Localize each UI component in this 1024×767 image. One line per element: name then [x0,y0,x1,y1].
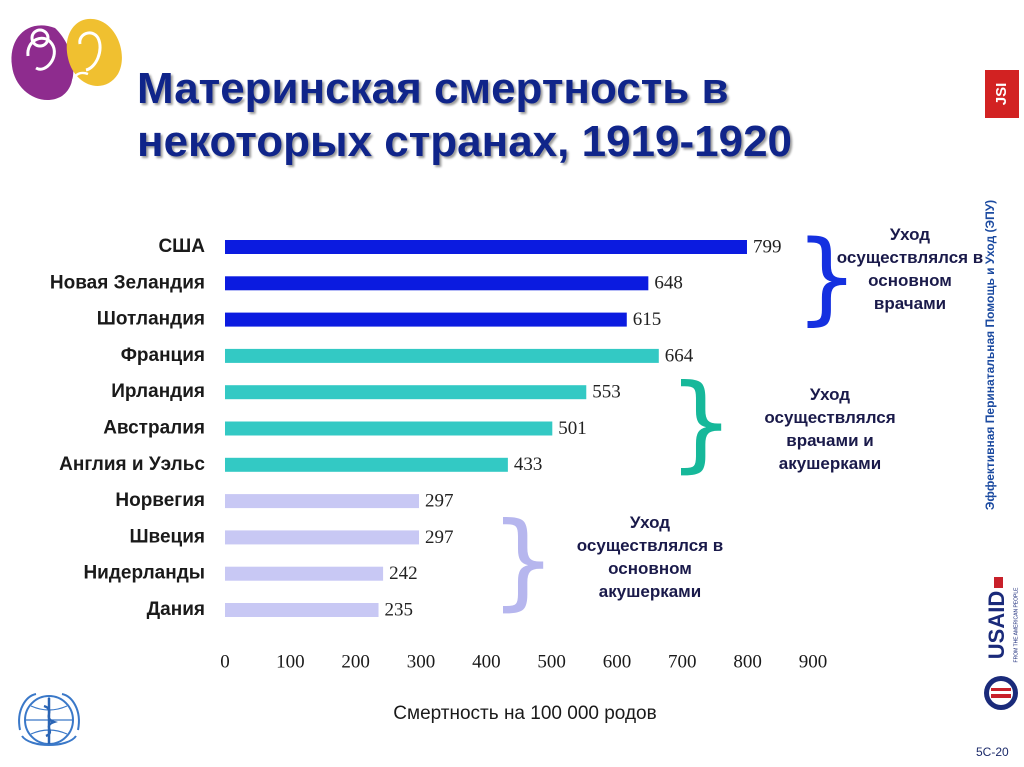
group-note-physicians: Уход осуществлялся в основном врачами [820,224,1000,316]
bar [225,240,747,254]
note-line: осуществлялся в [576,535,724,555]
value-label: 297 [425,527,454,548]
value-label: 297 [425,490,454,511]
value-label: 664 [665,345,694,366]
usaid-tagline: FROM THE AMERICAN PEOPLE [1013,587,1019,663]
category-label: Австралия [103,418,205,439]
title-line-1: Материнская смертность в [137,64,729,113]
bar [225,276,649,291]
bar [225,530,420,545]
category-label: Новая Зеландия [50,272,205,293]
brace-icon: } [795,218,859,335]
slide-number: 5C-20 [976,745,1009,759]
value-label: 242 [389,563,418,584]
bar [225,603,379,617]
page-title: Материнская смертность в некоторых стран… [137,63,792,169]
bar [225,494,420,509]
x-tick-label: 600 [603,651,632,672]
value-label: 235 [385,599,414,620]
program-vertical-text: Эффективная Перинатальная Помощь и Уход … [983,199,997,511]
category-label: Швеция [129,526,205,547]
value-label: 433 [514,454,543,475]
x-axis-label: Смертность на 100 000 родов [393,703,657,724]
group-braces: }}} [490,218,859,621]
x-tick-label: 500 [537,651,566,672]
who-emblem-icon [18,693,80,746]
bar [225,385,587,400]
value-label: 615 [633,309,662,330]
usaid-logo-text: USAID [984,591,1009,659]
brace-icon: } [668,361,734,483]
x-tick-label: 700 [668,651,697,672]
value-label: 553 [592,382,621,403]
usaid-logo-icon: USAID FROM THE AMERICAN PEOPLE [984,577,1019,710]
bar [225,348,659,363]
x-tick-label: 100 [276,651,305,672]
bar [225,566,384,581]
x-tick-label: 200 [341,651,370,672]
x-tick-label: 400 [472,651,501,672]
mother-child-logo-icon [11,18,122,101]
category-label: Дания [147,599,205,620]
value-label: 501 [558,418,587,439]
category-label: Нидерланды [83,563,205,584]
category-label: Ирландия [111,381,205,402]
note-line: основном [868,270,952,290]
note-line: Уход [809,385,851,404]
value-label: 648 [654,273,683,294]
category-label: Франция [121,345,205,366]
bars [225,240,747,617]
note-line: основном [608,558,692,578]
bar [225,457,508,472]
category-label: Шотландия [97,309,205,330]
bar [225,312,627,327]
x-tick-label: 0 [220,651,230,672]
x-tick-label: 800 [733,651,762,672]
value-label: 799 [753,236,782,257]
bar [225,421,553,436]
jsi-logo-text: JSI [993,83,1010,106]
note-line: акушерками [778,453,882,473]
note-line: акушерками [598,581,702,601]
note-line: врачами и [786,430,874,450]
group-note-midwives: Уход осуществлялся в основном акушерками [560,512,740,604]
group-note-physicians-midwives: Уход осуществлялся врачами и акушерками [740,384,920,476]
category-label: США [158,236,205,257]
note-line: врачами [873,293,947,313]
note-line: осуществлялся в [836,247,984,267]
category-label: Англия и Уэльс [59,454,205,475]
title-line-2: некоторых странах, 1919-1920 [137,116,793,166]
x-axis-ticks: 0 100 200 300 400 500 600 700 800 900 [220,651,827,672]
note-line: осуществлялся [764,407,896,427]
x-tick-label: 300 [407,651,436,672]
note-line: Уход [889,225,931,244]
category-labels: США Новая Зеландия Шотландия Франция Ирланди… [50,236,206,620]
jsi-logo-icon: JSI [985,70,1019,118]
category-label: Норвегия [115,490,205,511]
brace-icon: } [490,499,556,621]
note-line: Уход [629,513,671,532]
x-tick-label: 900 [799,651,828,672]
